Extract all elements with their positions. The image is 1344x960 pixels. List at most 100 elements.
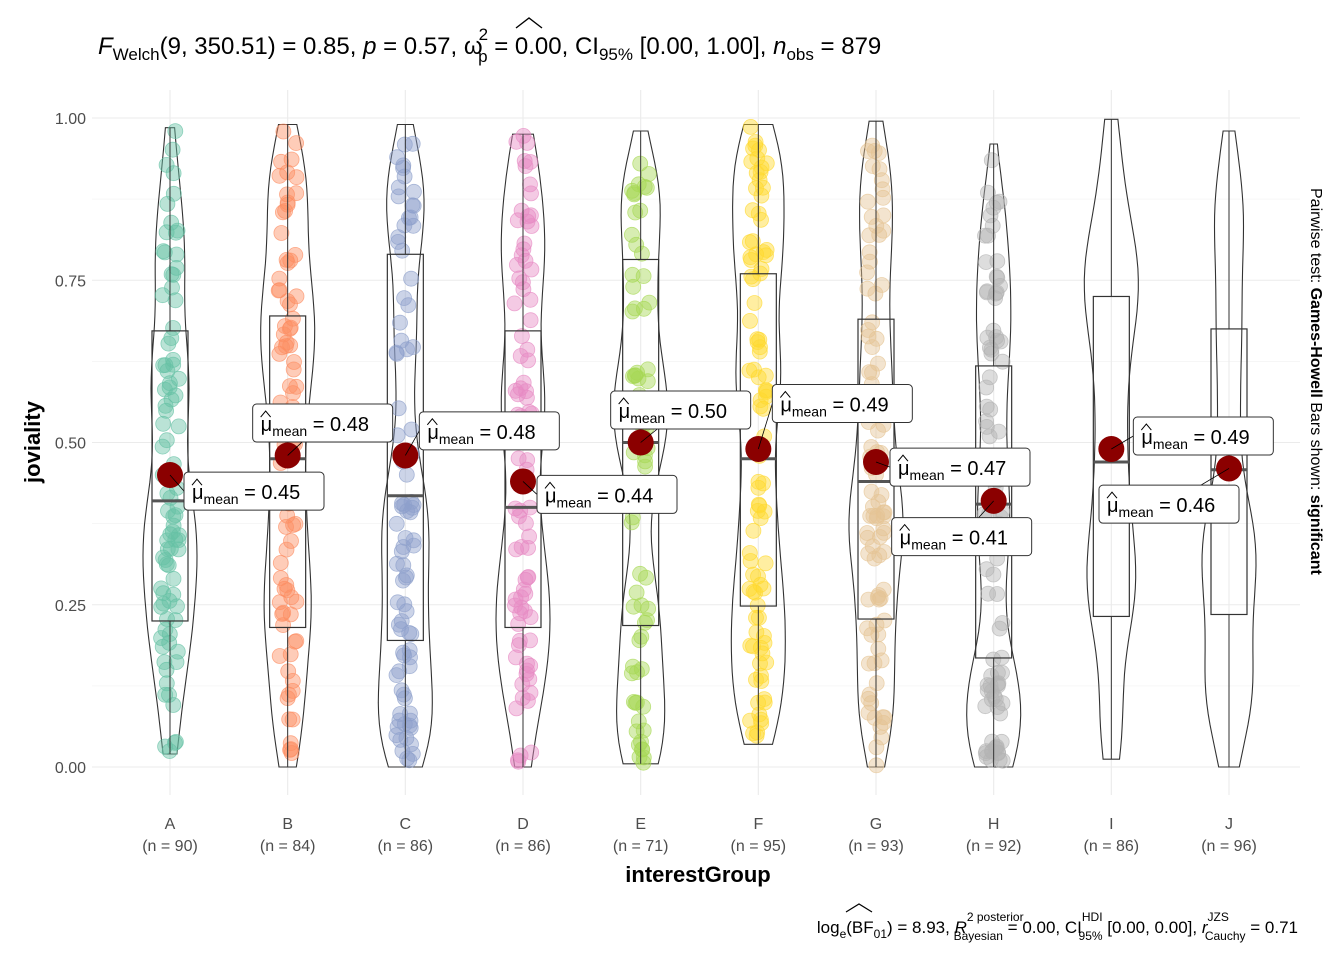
data-point-G [861,364,878,381]
data-point-A [161,593,178,609]
data-point-F [751,706,768,723]
data-point-G [860,328,877,345]
data-point-A [160,502,176,519]
mean-label-text-H: μmean = 0.41 [900,528,1008,553]
data-point-D [510,386,526,403]
data-point-D [510,752,526,769]
data-point-E [625,278,642,295]
data-point-F [755,179,771,196]
data-point-G [870,422,886,439]
data-point-E [626,185,643,201]
data-point-A [161,687,177,703]
data-point-D [522,291,539,308]
data-point-D [514,328,530,345]
pairwise-bars: significant [1307,495,1324,576]
data-point-F [747,137,764,154]
data-point-C [392,314,408,331]
data-point-C [401,717,418,734]
data-point-A [170,418,187,435]
data-point-H [987,290,1003,307]
data-point-D [517,252,534,269]
data-point-D [522,609,539,626]
x-tick-label: G [870,816,882,833]
data-point-G [859,264,875,281]
mean-label-leader-G [875,461,891,468]
mean-label-A: μmean = 0.45 [169,471,325,511]
violin-D [495,133,551,768]
title-eq2: = 0.57, [376,33,463,60]
title-ci: [0.00, 1.00], [633,33,773,60]
data-point-A [161,379,178,396]
data-point-G [862,508,879,524]
x-tick-n-label: (n = 93) [848,838,904,855]
y-tick-label: 0.00 [55,760,86,777]
x-axis-title: interestGroup [625,862,770,887]
mean-label-J: μmean = 0.46 [1098,468,1240,524]
data-point-F [756,635,773,651]
data-point-H [983,152,1000,169]
data-point-H [981,369,998,386]
mean-label-hat-H [899,523,911,531]
data-point-F [752,655,768,672]
data-point-G [864,314,881,331]
data-point-H [991,620,1008,637]
caption-ci-sup: HDI [1082,910,1103,924]
x-tick-label: F [753,816,763,833]
chart-title: FWelch(9, 350.51) = 0.85, p = 0.57, ω2 p … [98,25,881,66]
data-point-B [287,516,304,532]
data-point-F [741,545,758,561]
data-point-C [388,555,405,572]
violin-A [142,127,198,755]
data-point-E [638,569,654,586]
title-n-sub: obs [786,45,813,64]
data-point-B [283,589,300,606]
data-point-E [624,665,640,682]
violin-I [1083,118,1139,760]
data-point-D [520,208,537,225]
data-point-C [398,567,415,584]
data-point-E [637,458,653,475]
data-point-G [859,193,876,210]
data-point-A [169,222,186,239]
data-point-B [275,123,292,140]
box-H [975,365,1013,659]
data-point-G [876,525,892,541]
mean-label-hat-C [426,418,438,426]
caption-R-sup: 2 posterior [967,910,1024,924]
data-point-B [288,288,305,305]
data-point-H [984,691,1000,708]
data-point-H [981,428,998,445]
data-point-C [401,658,418,675]
mean-label-hat-I [1140,423,1152,431]
violin-B [260,123,316,768]
data-point-A [167,224,184,241]
data-point-F [751,172,768,189]
data-point-A [167,292,184,309]
y-tick-label: 0.25 [55,598,86,615]
data-point-C [402,209,419,226]
data-point-D [507,591,524,608]
data-point-C [398,466,415,483]
axis-layer: 0.00 0.25 0.50 0.75 1.00 A (n = 90) B (n = 84) C (… [55,111,1257,855]
data-point-G [876,504,893,521]
data-point-B [275,326,292,343]
data-point-E [624,182,640,199]
data-point-H [978,379,995,396]
data-point-G [862,253,878,270]
data-point-F [746,295,763,311]
data-point-B [280,663,297,680]
data-point-H [980,585,996,602]
title-eq1: = 0.85, [276,33,363,60]
data-point-A [170,532,187,549]
data-point-B [272,570,289,586]
mean-label-leader-F [757,403,773,450]
mean-label-text-I: μmean = 0.49 [1141,427,1249,452]
data-point-A [167,612,184,628]
x-tick-label: A [165,816,176,833]
data-point-D [516,153,533,169]
data-point-C [389,149,406,166]
data-point-C [395,157,412,174]
data-point-B [284,711,301,728]
mean-label-hat-J [1106,491,1118,499]
